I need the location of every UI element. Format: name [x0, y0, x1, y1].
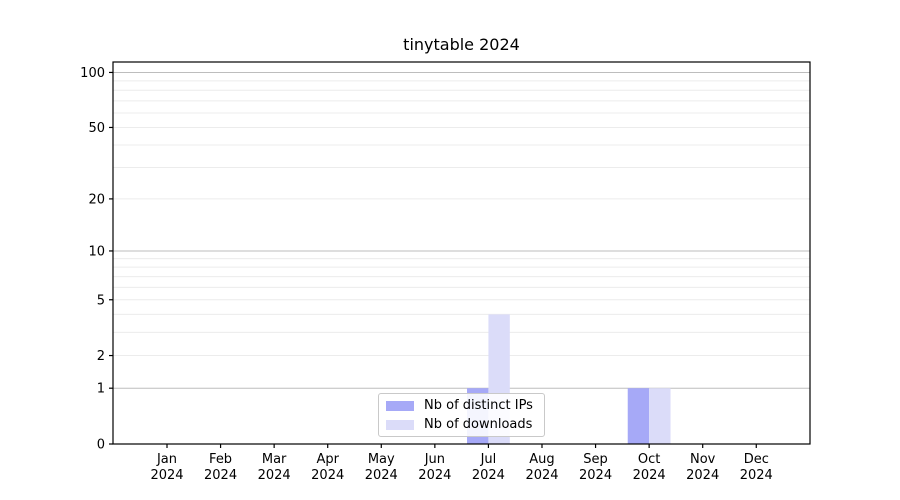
- y-tick-label: 5: [97, 293, 105, 308]
- legend-label-downloads: Nb of downloads: [424, 417, 533, 432]
- x-tick-label: Jul 2024: [472, 452, 505, 483]
- x-tick-label: Nov 2024: [686, 452, 719, 483]
- y-tick-label: 2: [97, 349, 105, 364]
- legend-item-downloads: Nb of downloads: [386, 417, 536, 432]
- x-tick-label: Aug 2024: [525, 452, 558, 483]
- x-tick-label: Oct 2024: [633, 452, 666, 483]
- legend-item-distinct-ips: Nb of distinct IPs: [386, 398, 536, 413]
- x-tick-label: Dec 2024: [740, 452, 773, 483]
- y-tick-label: 0: [97, 438, 105, 453]
- x-tick-label: Feb 2024: [204, 452, 237, 483]
- x-tick-label: Jun 2024: [418, 452, 451, 483]
- legend-swatch-downloads: [386, 419, 414, 430]
- y-tick-label: 20: [88, 192, 105, 207]
- legend-label-distinct-ips: Nb of distinct IPs: [424, 398, 533, 413]
- x-tick-label: Apr 2024: [311, 452, 344, 483]
- x-tick-label: May 2024: [365, 452, 398, 483]
- legend: Nb of distinct IPs Nb of downloads: [378, 393, 545, 437]
- chart-title: tinytable 2024: [403, 35, 520, 54]
- y-tick-label: 100: [80, 66, 105, 81]
- plot-border: [112, 61, 811, 445]
- x-tick-label: Mar 2024: [258, 452, 291, 483]
- y-tick-label: 50: [88, 121, 105, 136]
- x-tick-label: Sep 2024: [579, 452, 612, 483]
- y-tick-label: 1: [97, 382, 105, 397]
- y-tick-label: 10: [88, 244, 105, 259]
- legend-swatch-distinct-ips: [386, 400, 414, 411]
- x-tick-label: Jan 2024: [150, 452, 183, 483]
- bar-distinct-ips: [627, 388, 650, 444]
- bar-downloads: [649, 388, 671, 444]
